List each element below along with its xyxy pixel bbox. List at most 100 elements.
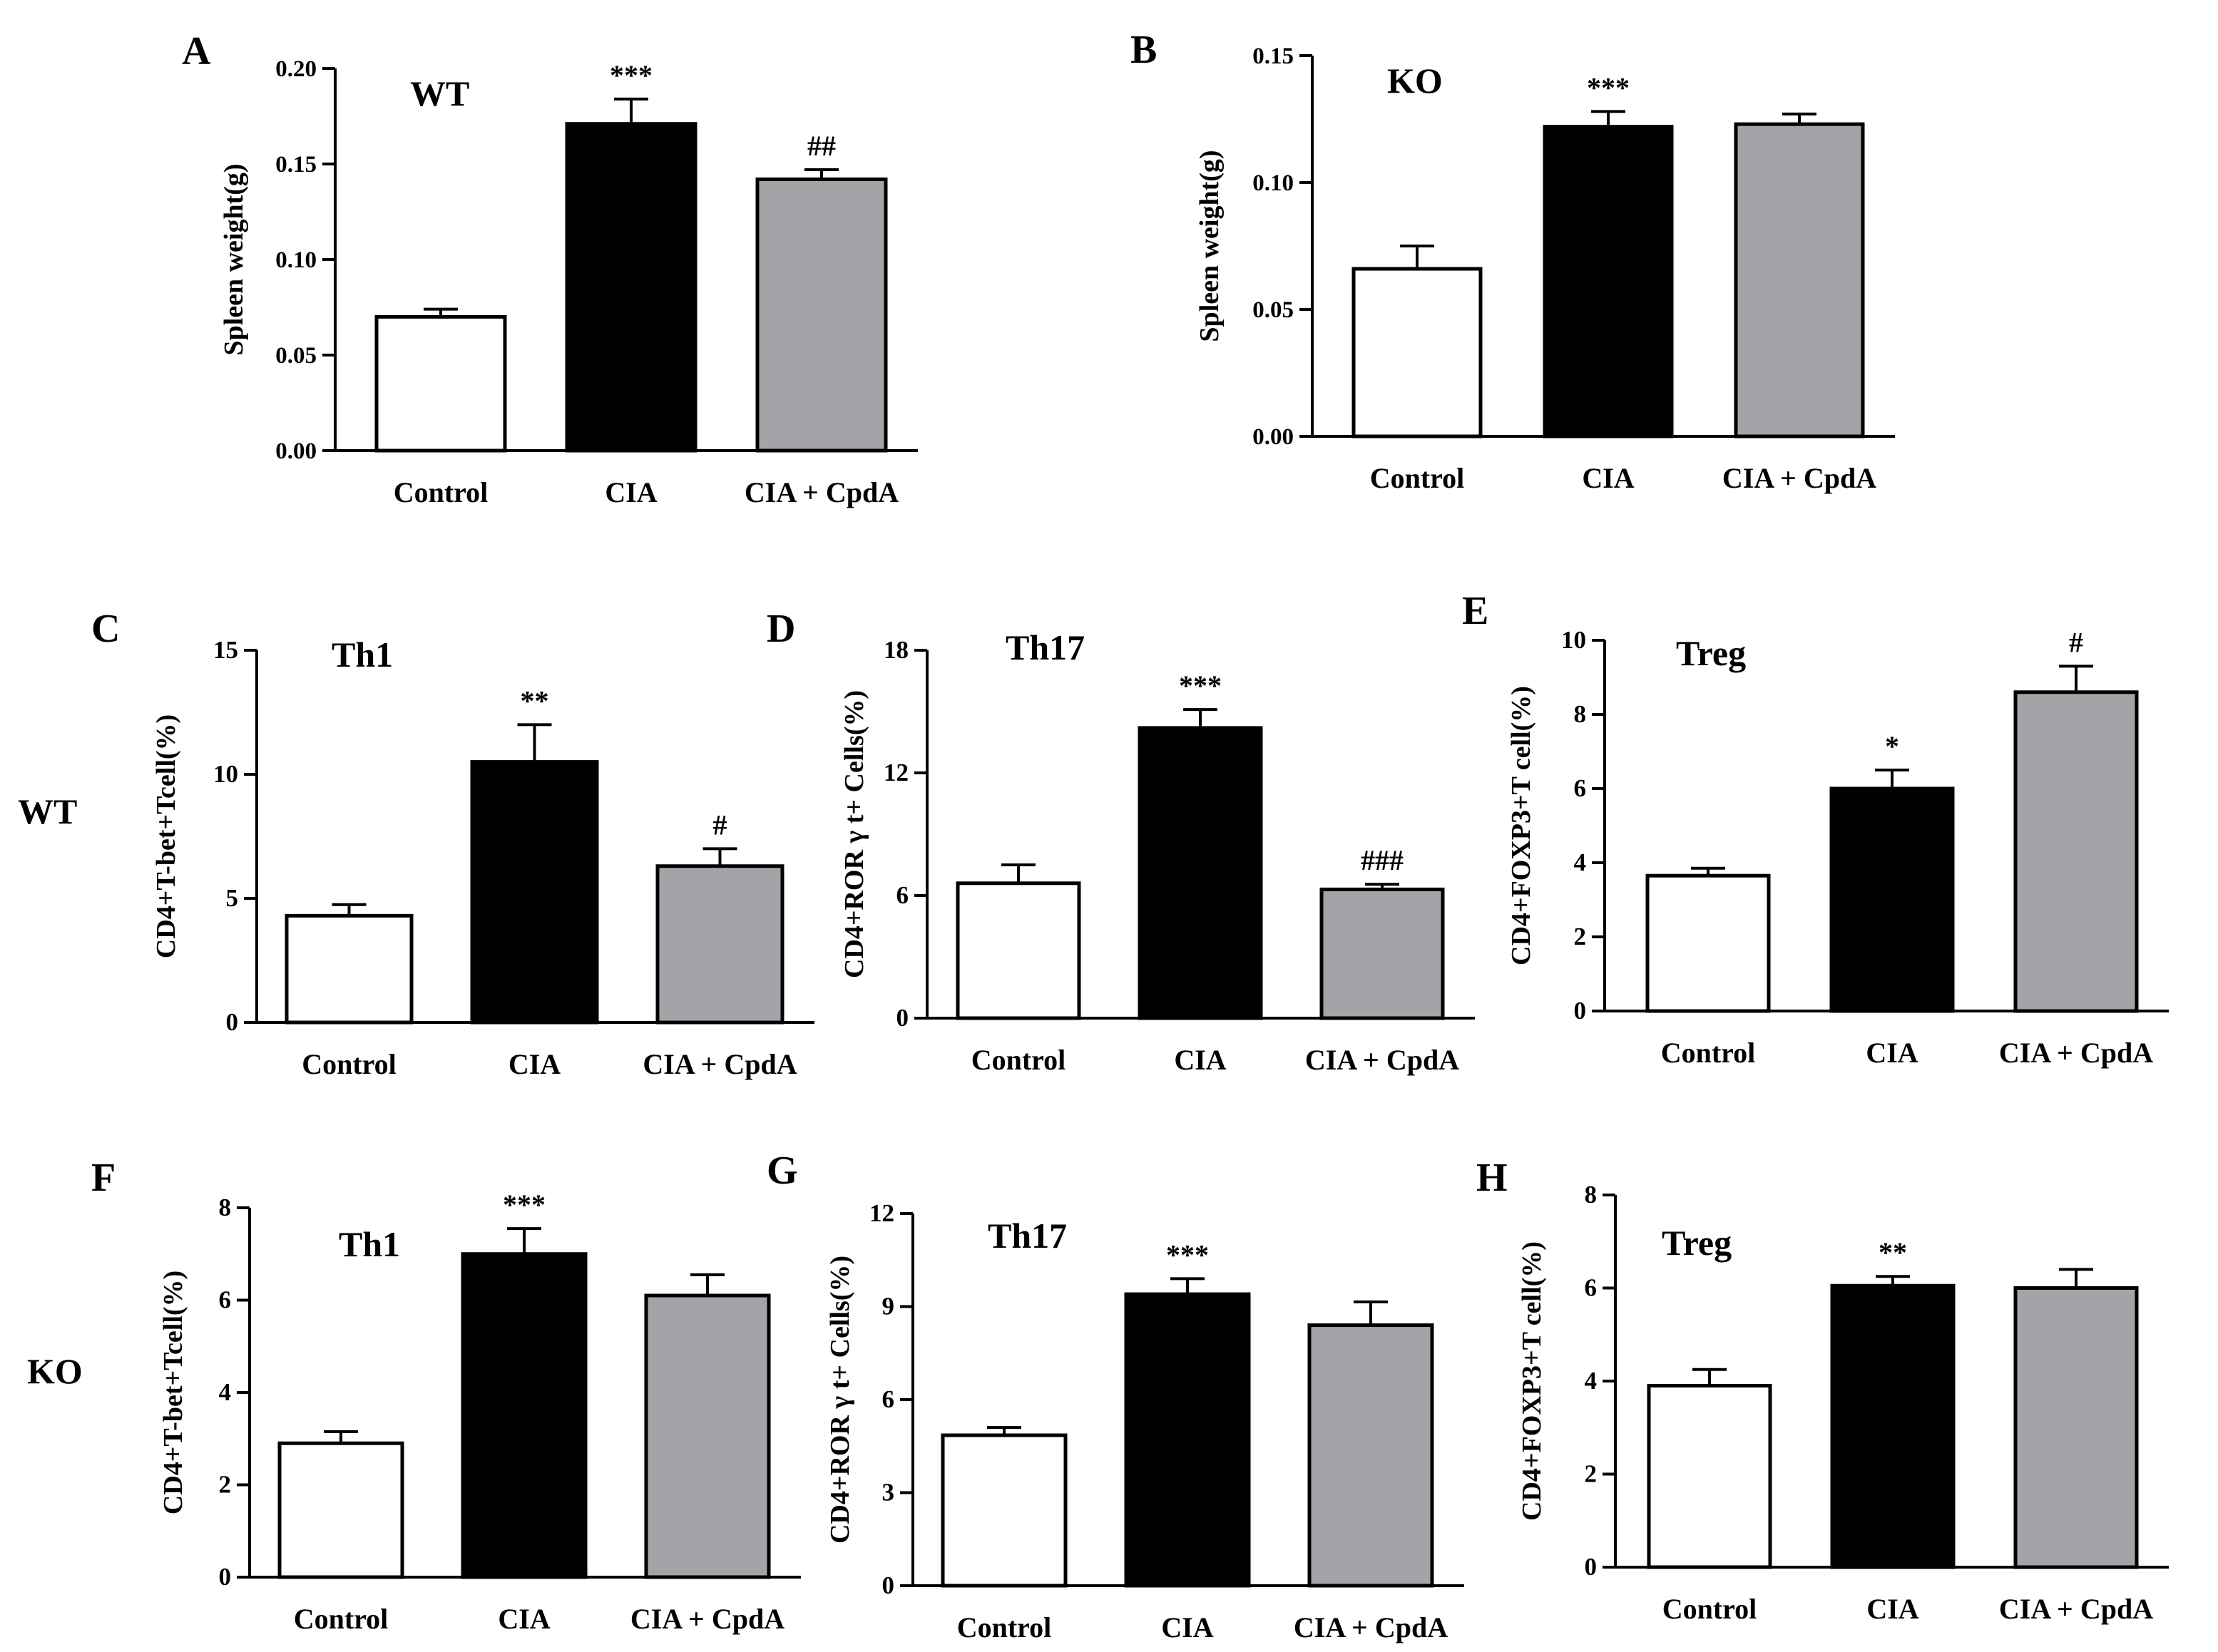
y-axis-label-g: CD4+ROR γ t+ Cells(%) [825,1256,855,1544]
y-axis-label-a: Spleen weight(g) [219,163,249,355]
y-tick-label-g: 3 [882,1479,895,1507]
y-axis-label-b: Spleen weight(g) [1195,150,1225,342]
panel-letter-g: G [767,1149,798,1193]
y-tick-label-g: 12 [869,1199,894,1227]
panel-e: E Treg 0 2 4 6 8 10 CD4+FOXP3+T cell(%) Control * C… [1462,589,2169,1069]
y-tick-label-h: 6 [1585,1274,1598,1302]
y-axis-label-e: CD4+FOXP3+T cell(%) [1506,686,1536,965]
category-label-f: CIA + CpdA [630,1603,785,1635]
bar-f [644,1293,771,1579]
panel-letter-d: D [767,607,795,651]
panel-g: G Th17 0 3 6 9 12 CD4+ROR γ t+ Cells(%) Control *… [767,1149,1464,1643]
category-label-g: CIA + CpdA [1294,1611,1448,1643]
panel-letter-f: F [91,1156,116,1200]
y-tick-label-a: 0.15 [275,152,317,178]
y-tick-label-d: 18 [884,636,909,664]
category-label-c: CIA + CpdA [643,1048,797,1080]
panels: A WT 0.00 0.05 0.10 0.15 0.20 Spleen weight(g) C… [91,28,2169,1643]
panel-c: C Th1 0 5 10 15 CD4+T-bet+Tcell(%) Control ** CIA… [91,607,814,1080]
category-label-f: CIA [498,1603,550,1635]
category-label-c: Control [302,1048,397,1080]
panel-d: D Th17 0 6 12 18 CD4+ROR γ t+ Cells(%) Control *… [767,607,1475,1076]
panel-title-h: Treg [1662,1223,1732,1263]
category-label-h: Control [1662,1593,1757,1625]
y-tick-label-b: 0.15 [1252,43,1294,69]
panel-title-f: Th1 [339,1224,400,1264]
y-tick-label-b: 0.10 [1252,170,1294,196]
bar-h [2013,1286,2139,1569]
y-tick-label-d: 6 [896,881,909,909]
category-label-h: CIA [1866,1593,1918,1625]
y-tick-label-f: 6 [219,1286,232,1314]
panel-letter-b: B [1130,28,1157,72]
y-tick-label-c: 15 [213,636,238,664]
significance-label-f: *** [503,1189,546,1221]
y-tick-label-b: 0.05 [1252,297,1294,323]
bar-a [755,177,888,453]
y-tick-label-f: 8 [219,1194,232,1221]
bar-c [470,760,599,1025]
y-tick-label-c: 5 [226,884,239,912]
bar-d [1319,887,1445,1020]
y-tick-label-g: 0 [882,1571,895,1599]
category-label-a: CIA + CpdA [745,476,899,508]
significance-label-d: *** [1179,669,1222,702]
bar-e [1645,873,1771,1013]
bar-b [1734,122,1865,438]
y-tick-label-c: 0 [226,1008,239,1036]
panel-title-g: Th17 [988,1216,1067,1256]
bar-h [1647,1384,1772,1569]
panel-title-e: Treg [1676,633,1746,673]
significance-label-e: * [1885,730,1899,762]
y-tick-label-a: 0.05 [275,343,317,369]
y-tick-label-a: 0.20 [275,56,317,82]
y-tick-label-g: 6 [882,1385,895,1413]
bar-h [1830,1283,1956,1569]
panel-h: H Treg 0 2 4 6 8 CD4+FOXP3+T cell(%) Control ** CI… [1476,1156,2169,1625]
y-tick-label-h: 8 [1585,1181,1598,1209]
category-label-b: Control [1370,462,1465,494]
row-label-wt: WT [18,791,77,831]
bar-f [461,1252,588,1579]
category-label-g: Control [957,1611,1052,1643]
bar-b [1543,125,1674,438]
category-label-h: CIA + CpdA [1999,1593,2153,1625]
bar-f [277,1441,404,1579]
bar-b [1351,267,1483,438]
panel-a: A WT 0.00 0.05 0.10 0.15 0.20 Spleen weight(g) C… [182,29,918,508]
y-tick-label-e: 4 [1574,848,1587,876]
y-tick-label-g: 9 [882,1293,895,1320]
bar-a [565,122,697,453]
panel-letter-a: A [182,29,211,73]
panel-f: F Th1 0 2 4 6 8 CD4+T-bet+Tcell(%) Control *** CIA… [91,1156,801,1635]
y-tick-label-c: 10 [213,760,238,788]
y-axis-label-d: CD4+ROR γ t+ Cells(%) [839,690,869,978]
panel-letter-c: C [91,607,120,651]
bar-e [2013,690,2139,1013]
y-tick-label-f: 0 [219,1563,232,1591]
y-tick-label-h: 0 [1585,1553,1598,1581]
y-axis-label-c: CD4+T-bet+Tcell(%) [151,714,181,958]
bar-c [655,864,785,1025]
bar-a [374,314,507,453]
panel-title-c: Th1 [332,635,393,674]
y-tick-label-a: 0.10 [275,247,317,273]
panel-letter-e: E [1462,589,1488,633]
y-tick-label-e: 8 [1574,700,1587,728]
y-tick-label-a: 0.00 [275,438,317,464]
y-tick-label-e: 0 [1574,997,1587,1025]
y-tick-label-h: 4 [1585,1367,1598,1395]
category-label-e: CIA + CpdA [1999,1037,2153,1069]
category-label-a: Control [394,476,489,508]
category-label-d: CIA + CpdA [1305,1044,1459,1076]
category-label-e: Control [1661,1037,1756,1069]
y-tick-label-h: 2 [1585,1460,1598,1488]
significance-label-h: ** [1879,1236,1907,1268]
y-tick-label-e: 10 [1561,626,1586,654]
y-axis-label-h: CD4+FOXP3+T cell(%) [1517,1241,1547,1521]
significance-label-c: # [713,809,727,841]
significance-label-d: ### [1361,844,1404,876]
y-tick-label-d: 0 [896,1004,909,1032]
bar-e [1829,786,1955,1013]
